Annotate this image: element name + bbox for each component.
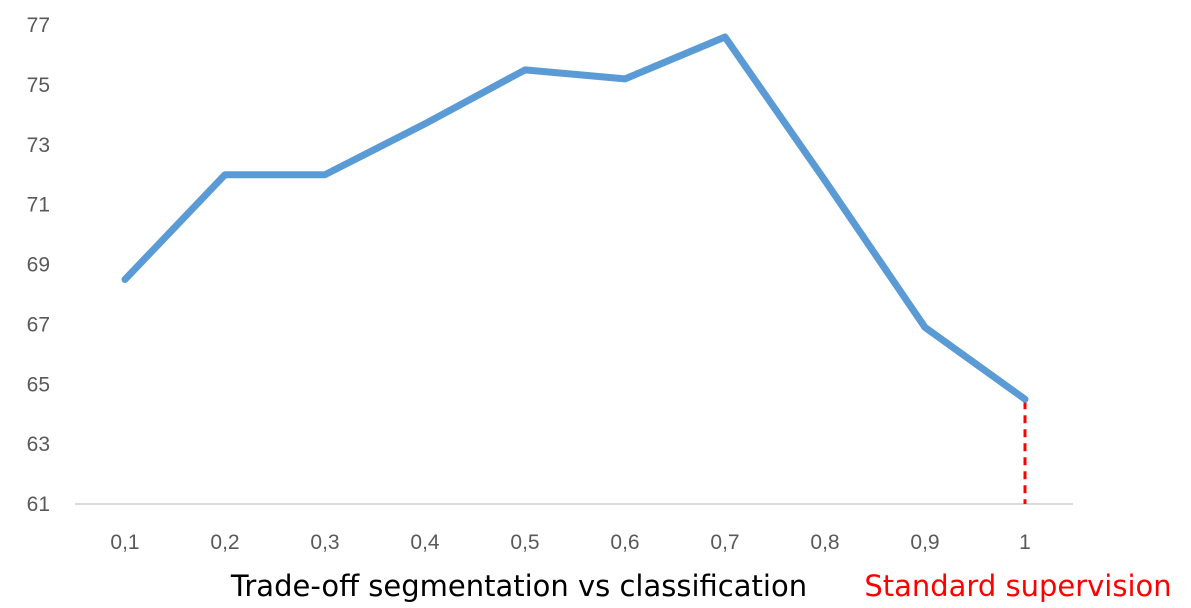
y-tick-label: 73: [27, 134, 50, 157]
x-tick-label: 0,1: [110, 531, 139, 554]
series-line: [121, 33, 1029, 403]
x-axis-ticks: 0,1 0,2 0,3 0,4 0,5 0,6 0,7 0,8 0,9 1: [110, 531, 1030, 554]
x-tick-label: 0,4: [410, 531, 440, 554]
x-tick-label: 0,9: [910, 531, 939, 554]
y-axis-ticks: 61 63 65 67 69 71 73 75 77: [27, 14, 50, 516]
x-tick-label: 0,6: [610, 531, 639, 554]
y-tick-label: 75: [27, 74, 50, 97]
standard-supervision-label: Standard supervision: [864, 569, 1171, 603]
x-tick-label: 0,5: [510, 531, 539, 554]
x-tick-label: 0,2: [210, 531, 239, 554]
y-tick-label: 65: [27, 373, 50, 396]
x-tick-label: 0,7: [710, 531, 739, 554]
x-tick-label: 0,8: [810, 531, 839, 554]
y-tick-label: 67: [27, 313, 50, 336]
y-tick-label: 69: [27, 254, 50, 277]
y-tick-label: 63: [27, 433, 50, 456]
x-tick-label: 0,3: [310, 531, 339, 554]
y-tick-label: 61: [27, 493, 50, 516]
x-axis-label: Trade-off segmentation vs classification: [230, 569, 807, 603]
y-tick-label: 77: [27, 14, 50, 37]
y-tick-label: 71: [27, 194, 50, 217]
x-tick-label: 1: [1019, 531, 1031, 554]
